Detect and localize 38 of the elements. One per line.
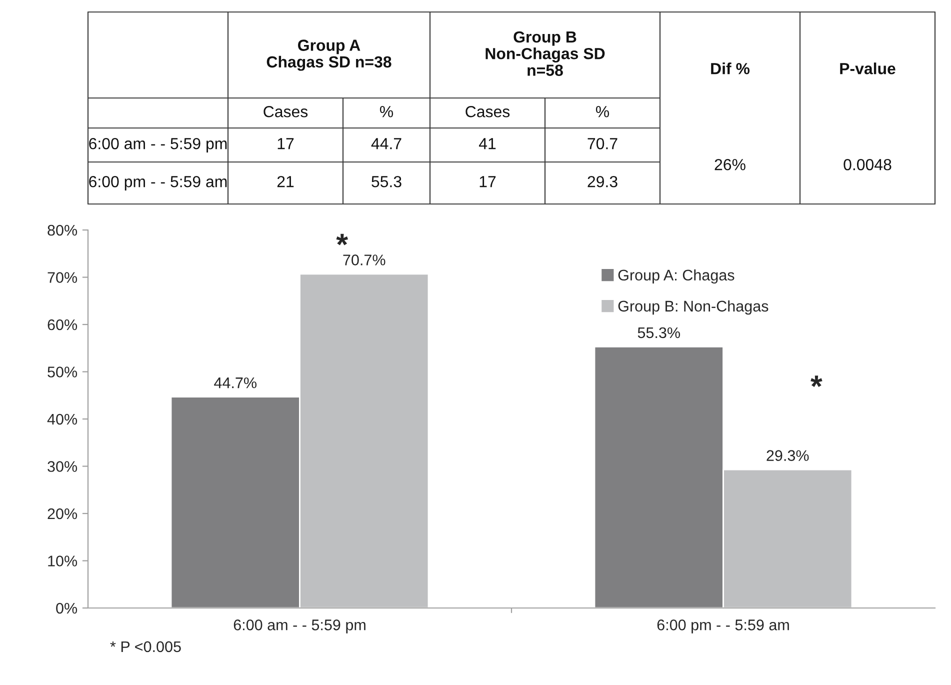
annotation: * [336,234,348,246]
text: 17 [278,138,294,150]
text: % [596,106,610,118]
text: Group A Chagas SD n=38 [266,40,392,71]
data-label: 70.7% [343,254,386,266]
text: 26% [714,158,746,170]
legend-label: Group A: Chagas [618,269,734,284]
legend-label: Group B: Non-Chagas [618,300,768,315]
text: * P <0.005 [110,641,181,652]
data-label: 44.7% [214,377,256,388]
text: 44.7 [371,138,402,150]
text: 17 [480,176,496,188]
y-tick-label: 10% [48,556,78,566]
y-tick-label: 70% [48,272,78,283]
y-tick-label: 0% [56,602,78,614]
text: 0.0048 [844,158,892,170]
y-tick-label: 80% [48,224,78,236]
text: 29.3 [588,176,618,188]
text: 41 [478,138,496,150]
annotation: * [810,376,822,388]
text: 55.3 [372,176,402,188]
text: % [380,106,394,118]
text: 70.7 [588,138,618,150]
data-label: 55.3% [638,327,680,338]
text: 6:00 pm - - 5:59 am [89,176,227,190]
y-tick-label: 30% [48,461,78,472]
text: P-value [840,62,896,74]
text: 6:00 am - - 5:59 pm [89,138,227,152]
y-tick-label: 50% [48,366,78,378]
y-tick-label: 40% [47,414,78,425]
y-tick-label: 60% [48,319,78,330]
text: 21 [277,176,294,188]
text: Cases [466,106,510,118]
y-tick-label: 20% [48,508,78,520]
text: Dif % [711,62,750,74]
text: Cases [264,106,308,118]
text: Group B Non-Chagas SD n=58 [486,31,605,76]
data-label: 29.3% [766,450,809,461]
